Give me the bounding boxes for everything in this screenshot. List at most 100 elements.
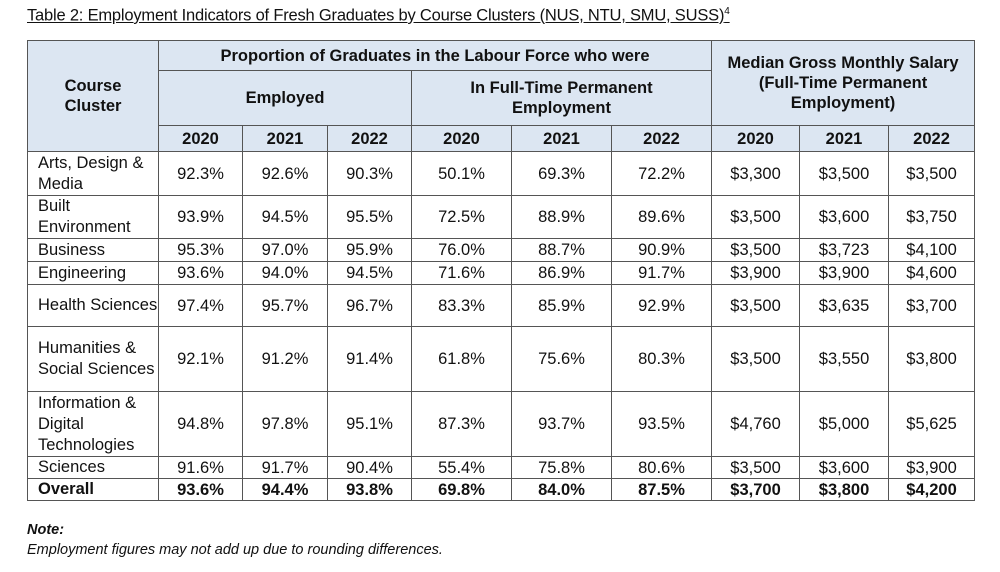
table-cell: 69.3% (511, 151, 612, 196)
table-cell: 90.3% (327, 151, 412, 196)
table-row: Health Sciences 97.4% 95.7% 96.7% 83.3% 85.9%… (27, 284, 976, 327)
table-cell: $3,750 (888, 195, 976, 239)
table-cell: $3,500 (711, 284, 801, 327)
table-cell: 88.7% (511, 238, 612, 262)
table-cell: 55.4% (411, 456, 512, 479)
course-cluster-name: Information & Digital Technologies (27, 391, 159, 457)
table-cell: $3,900 (711, 261, 801, 285)
table-cell: $3,600 (799, 195, 890, 239)
header-year: 2022 (888, 125, 976, 152)
course-cluster-name: Humanities & Social Sciences (27, 326, 159, 392)
table-cell: $5,000 (799, 391, 890, 457)
table-row: Business 95.3% 97.0% 95.9% 76.0% 88.7% 90.9% $3… (27, 238, 976, 262)
table-cell: $3,635 (799, 284, 890, 327)
header-salary: Median Gross Monthly Salary (Full-Time P… (711, 40, 976, 126)
table-cell: 91.7% (242, 456, 328, 479)
table-cell: $3,900 (799, 261, 890, 285)
table-row: Information & Digital Technologies 94.8% 9… (27, 391, 976, 457)
note: Note: Employment figures may not add up … (27, 520, 443, 560)
table-cell: 97.8% (242, 391, 328, 457)
note-label: Note: (27, 522, 65, 538)
course-cluster-name: Business (27, 238, 159, 262)
table-cell: 93.5% (610, 391, 713, 457)
table-cell: 87.5% (610, 478, 713, 501)
table-cell: $3,600 (799, 456, 890, 479)
table-cell: $3,700 (888, 284, 976, 327)
table-cell: 87.3% (411, 391, 512, 457)
course-cluster-name: Engineering (27, 261, 159, 285)
table-cell: 91.7% (610, 261, 713, 285)
table-cell: 93.9% (158, 195, 243, 239)
header-year: 2020 (411, 125, 512, 152)
header-year: 2022 (610, 125, 713, 152)
course-cluster-name: Health Sciences (27, 284, 159, 327)
table-cell: 89.6% (610, 195, 713, 239)
table-cell: 94.5% (242, 195, 328, 239)
table-row: Humanities & Social Sciences 92.1% 91.2% 91… (27, 326, 976, 392)
table-title-text: Table 2: Employment Indicators of Fresh … (27, 6, 725, 25)
table-cell: 97.4% (158, 284, 243, 327)
header-employed: Employed (158, 70, 412, 126)
table-cell: $3,500 (711, 326, 801, 392)
employment-table: Course Cluster Proportion of Graduates i… (27, 40, 976, 501)
table-cell: 95.9% (327, 238, 412, 262)
table-cell: $4,760 (711, 391, 801, 457)
header-year: 2020 (711, 125, 801, 152)
header-year: 2021 (511, 125, 612, 152)
table-cell: $3,500 (799, 151, 890, 196)
table-cell: 93.7% (511, 391, 612, 457)
table-cell: 50.1% (411, 151, 512, 196)
course-cluster-name: Arts, Design & Media (27, 151, 159, 196)
table-cell: 72.5% (411, 195, 512, 239)
table-cell: 95.5% (327, 195, 412, 239)
table-cell: 95.3% (158, 238, 243, 262)
table-cell: 71.6% (411, 261, 512, 285)
header-year: 2022 (327, 125, 412, 152)
table-cell: 90.4% (327, 456, 412, 479)
table-cell: 93.8% (327, 478, 412, 501)
table-row: Sciences 91.6% 91.7% 90.4% 55.4% 75.8% 80.6% $3… (27, 456, 976, 479)
table-cell: 94.0% (242, 261, 328, 285)
table-cell: 85.9% (511, 284, 612, 327)
table-cell: 76.0% (411, 238, 512, 262)
table-cell: 93.6% (158, 478, 243, 501)
header-course-cluster: Course Cluster (27, 40, 159, 152)
table-cell: 69.8% (411, 478, 512, 501)
table-cell: 91.2% (242, 326, 328, 392)
table-cell: $3,900 (888, 456, 976, 479)
table-row: Overall 93.6% 94.4% 93.8% 69.8% 84.0% 87.5% $3,… (27, 478, 976, 501)
table-cell: 80.3% (610, 326, 713, 392)
header-year: 2021 (242, 125, 328, 152)
header-year: 2020 (158, 125, 243, 152)
table-row: Engineering 93.6% 94.0% 94.5% 71.6% 86.9% 91.7… (27, 261, 976, 285)
table-cell: 92.1% (158, 326, 243, 392)
table-cell: 88.9% (511, 195, 612, 239)
table-cell: $3,500 (711, 195, 801, 239)
table-cell: 96.7% (327, 284, 412, 327)
table-cell: $3,500 (888, 151, 976, 196)
table-cell: 95.1% (327, 391, 412, 457)
table-cell: $3,500 (711, 456, 801, 479)
table-cell: $3,800 (888, 326, 976, 392)
course-cluster-name: Overall (27, 478, 159, 501)
table-cell: $3,300 (711, 151, 801, 196)
table-cell: 72.2% (610, 151, 713, 196)
table-title: Table 2: Employment Indicators of Fresh … (27, 6, 730, 26)
table-cell: $4,100 (888, 238, 976, 262)
table-cell: $3,500 (711, 238, 801, 262)
table-cell: 92.6% (242, 151, 328, 196)
footnote-marker: 4 (724, 6, 730, 17)
course-cluster-name: Sciences (27, 456, 159, 479)
header-year: 2021 (799, 125, 890, 152)
header-ftpe: In Full-Time Permanent Employment (410, 70, 713, 126)
table-cell: 90.9% (610, 238, 713, 262)
table-cell: 75.6% (511, 326, 612, 392)
table-row: Arts, Design & Media 92.3% 92.6% 90.3% 50.1%… (27, 151, 976, 196)
table-cell: 97.0% (242, 238, 328, 262)
header-proportion: Proportion of Graduates in the Labour Fo… (157, 40, 713, 71)
table-cell: 94.5% (327, 261, 412, 285)
table-cell: 91.6% (158, 456, 243, 479)
table-row: Built Environment 93.9% 94.5% 95.5% 72.5% 88.… (27, 195, 976, 239)
table-cell: 92.3% (158, 151, 243, 196)
note-text: Employment figures may not add up due to… (27, 542, 443, 558)
